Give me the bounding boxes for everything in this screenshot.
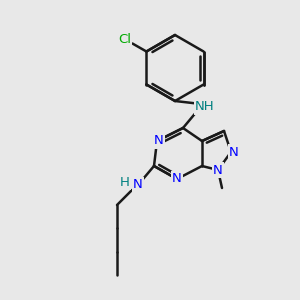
Text: N: N — [154, 134, 164, 148]
Text: H: H — [120, 176, 130, 188]
Text: N: N — [213, 164, 223, 176]
Text: Cl: Cl — [118, 33, 131, 46]
Text: N: N — [172, 172, 182, 185]
Text: NH: NH — [195, 100, 215, 113]
Text: N: N — [133, 178, 143, 191]
Text: N: N — [229, 146, 239, 158]
